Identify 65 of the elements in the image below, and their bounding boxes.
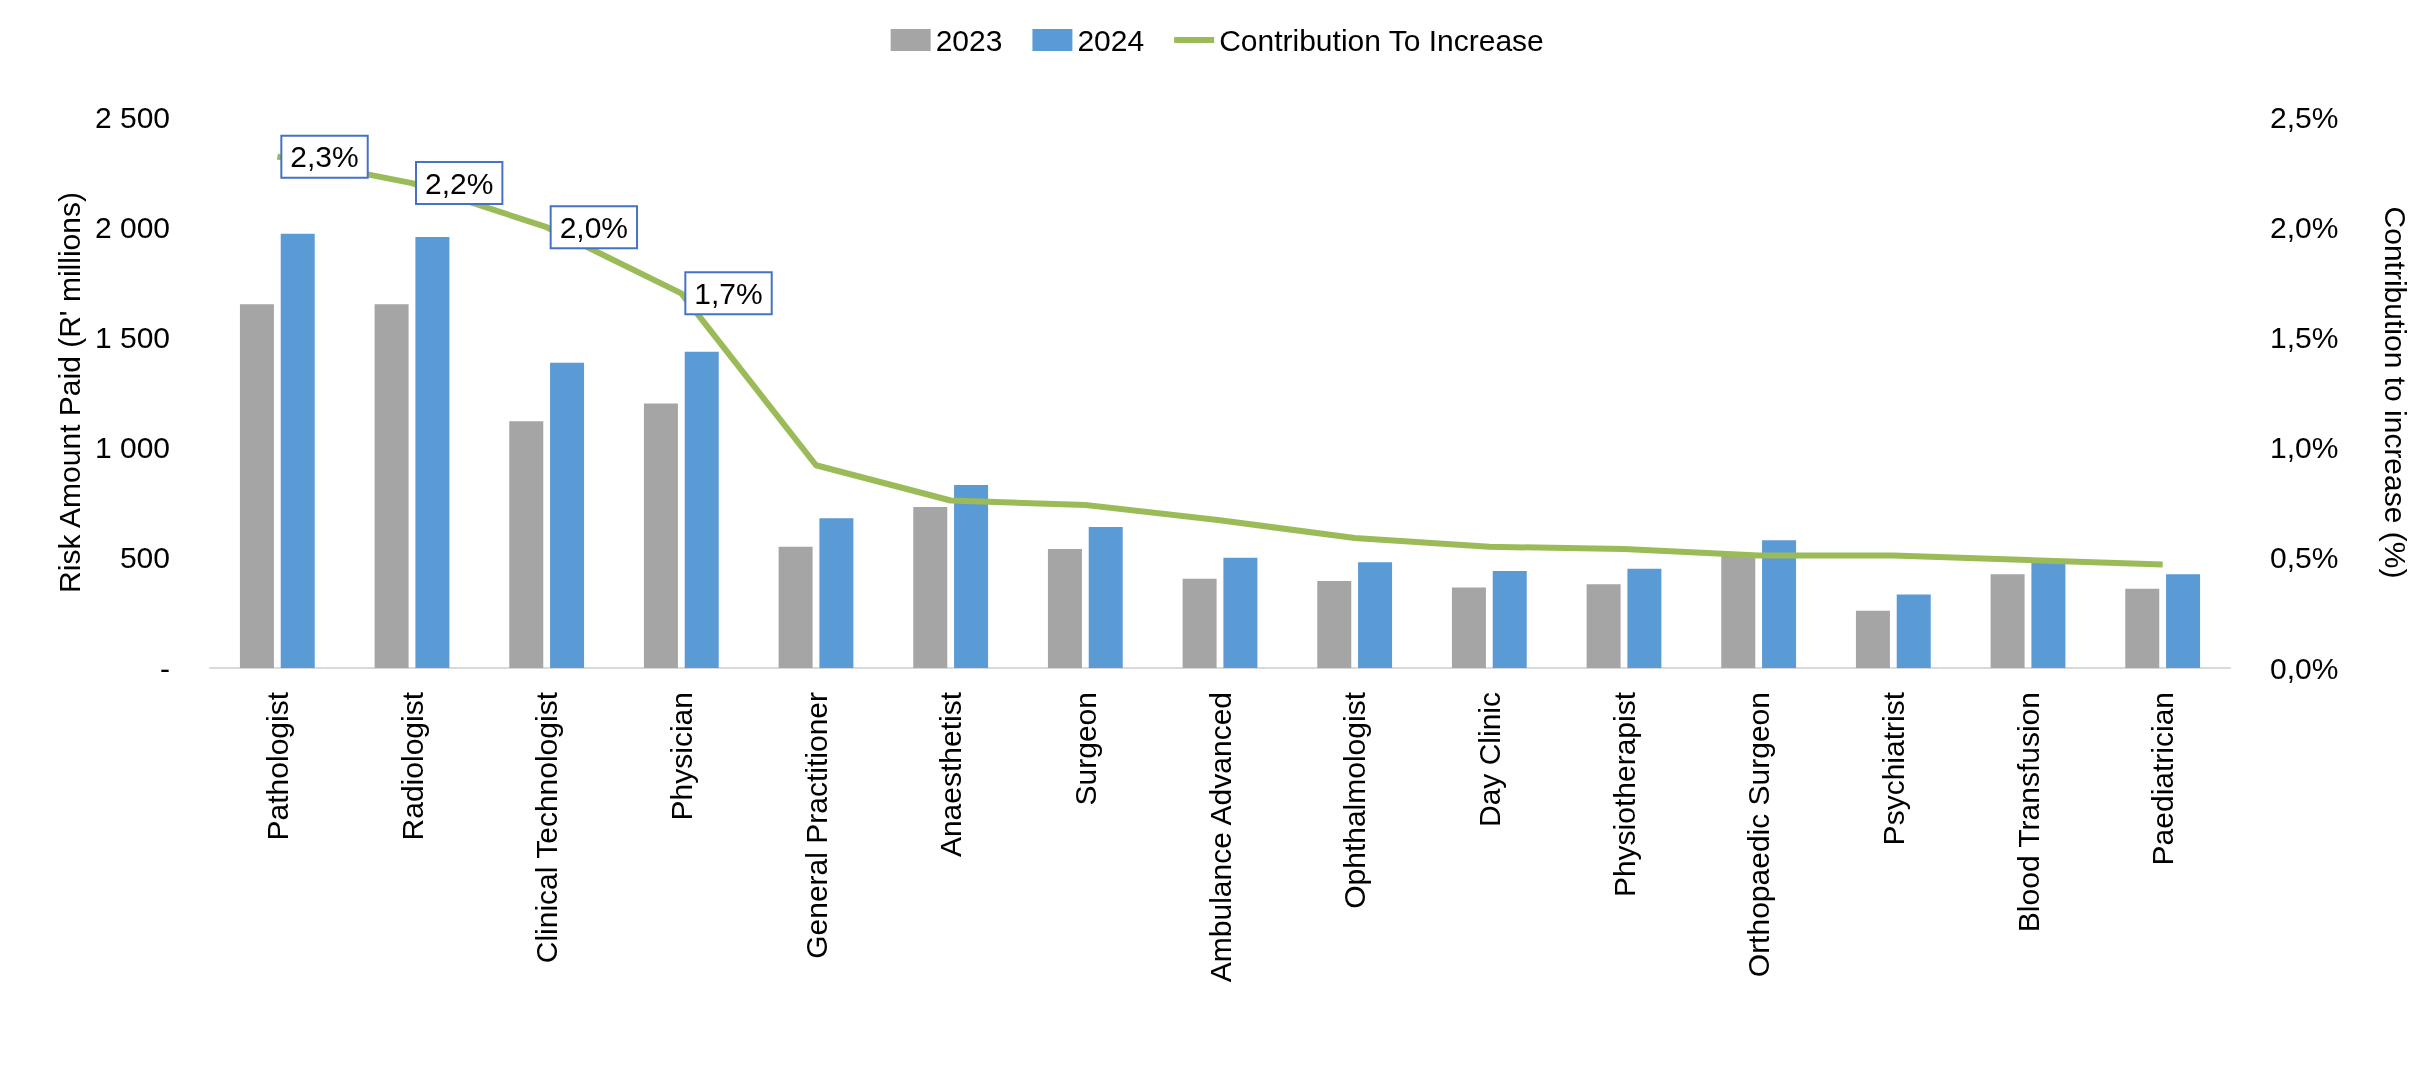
bar [684, 351, 719, 668]
bar [643, 403, 678, 668]
bar [509, 421, 544, 668]
legend-label: 2024 [1077, 23, 1145, 57]
bar [1855, 610, 1890, 668]
bar [1492, 571, 1527, 668]
y-tick-label: 1 500 [94, 320, 170, 354]
legend-label: 2023 [935, 23, 1003, 57]
y2-tick-label: 1,0% [2270, 431, 2339, 465]
data-label: 1,7% [694, 276, 763, 310]
bar [778, 546, 813, 668]
bar [1223, 557, 1258, 668]
data-label: 2,0% [559, 210, 629, 244]
y-tick-label: - [160, 651, 170, 685]
x-tick-label: Day Clinic [1472, 692, 1506, 828]
bar [954, 485, 989, 668]
bar [415, 237, 450, 668]
y2-tick-label: 2,5% [2270, 100, 2339, 134]
bar [1047, 548, 1082, 668]
bar [1088, 526, 1123, 668]
legend-label: Contribution To Increase [1219, 23, 1544, 57]
x-tick-label: Pathologist [260, 691, 294, 841]
bar [913, 507, 948, 668]
y-tick-label: 500 [119, 541, 170, 575]
bar [1182, 578, 1217, 668]
bar [1586, 584, 1621, 668]
y-tick-label: 2 000 [94, 210, 170, 244]
y-tick-label: 2 500 [94, 100, 170, 134]
bar [1317, 580, 1352, 668]
bar [2125, 588, 2160, 668]
x-tick-label: Clinical Technologist [530, 691, 564, 964]
x-tick-label: Ophthalmologist [1338, 691, 1372, 909]
bar [819, 518, 854, 668]
data-label: 2,2% [425, 166, 494, 200]
x-tick-label: Anaesthetist [934, 691, 968, 858]
y-tick-label: 1 000 [94, 431, 170, 465]
data-label: 2,3% [290, 140, 359, 174]
x-tick-label: Paediatrician [2146, 692, 2180, 866]
y2-tick-label: 1,5% [2270, 320, 2339, 354]
bar [1627, 568, 1662, 668]
x-tick-label: Physiotherapist [1607, 691, 1641, 898]
bar [1896, 594, 1931, 668]
y2-tick-label: 0,0% [2270, 651, 2339, 685]
x-tick-label: Psychiatrist [1876, 691, 1910, 846]
bar [239, 304, 274, 668]
bar [1990, 574, 2025, 668]
x-tick-label: General Practitioner [799, 692, 833, 959]
y2-tick-label: 2,0% [2270, 210, 2339, 244]
bar [1762, 540, 1797, 668]
x-tick-label: Radiologist [395, 691, 429, 841]
x-tick-label: Surgeon [1068, 692, 1102, 806]
bar [550, 362, 585, 668]
y-axis-title: Risk Amount Paid (R' millions) [52, 192, 86, 593]
bar [280, 233, 315, 668]
bar [1358, 562, 1393, 668]
bar [374, 304, 409, 668]
bar [2031, 561, 2066, 668]
y2-tick-label: 0,5% [2270, 541, 2339, 575]
bar [1451, 587, 1486, 668]
y2-axis-title: Contribution to increase (%) [2378, 206, 2412, 579]
x-tick-label: Physician [664, 692, 698, 821]
x-tick-label: Orthopaedic Surgeon [1742, 692, 1776, 978]
x-tick-label: Ambulance Advanced [1203, 692, 1237, 983]
x-tick-label: Blood Transfusion [2011, 692, 2045, 933]
bar [2166, 574, 2201, 668]
